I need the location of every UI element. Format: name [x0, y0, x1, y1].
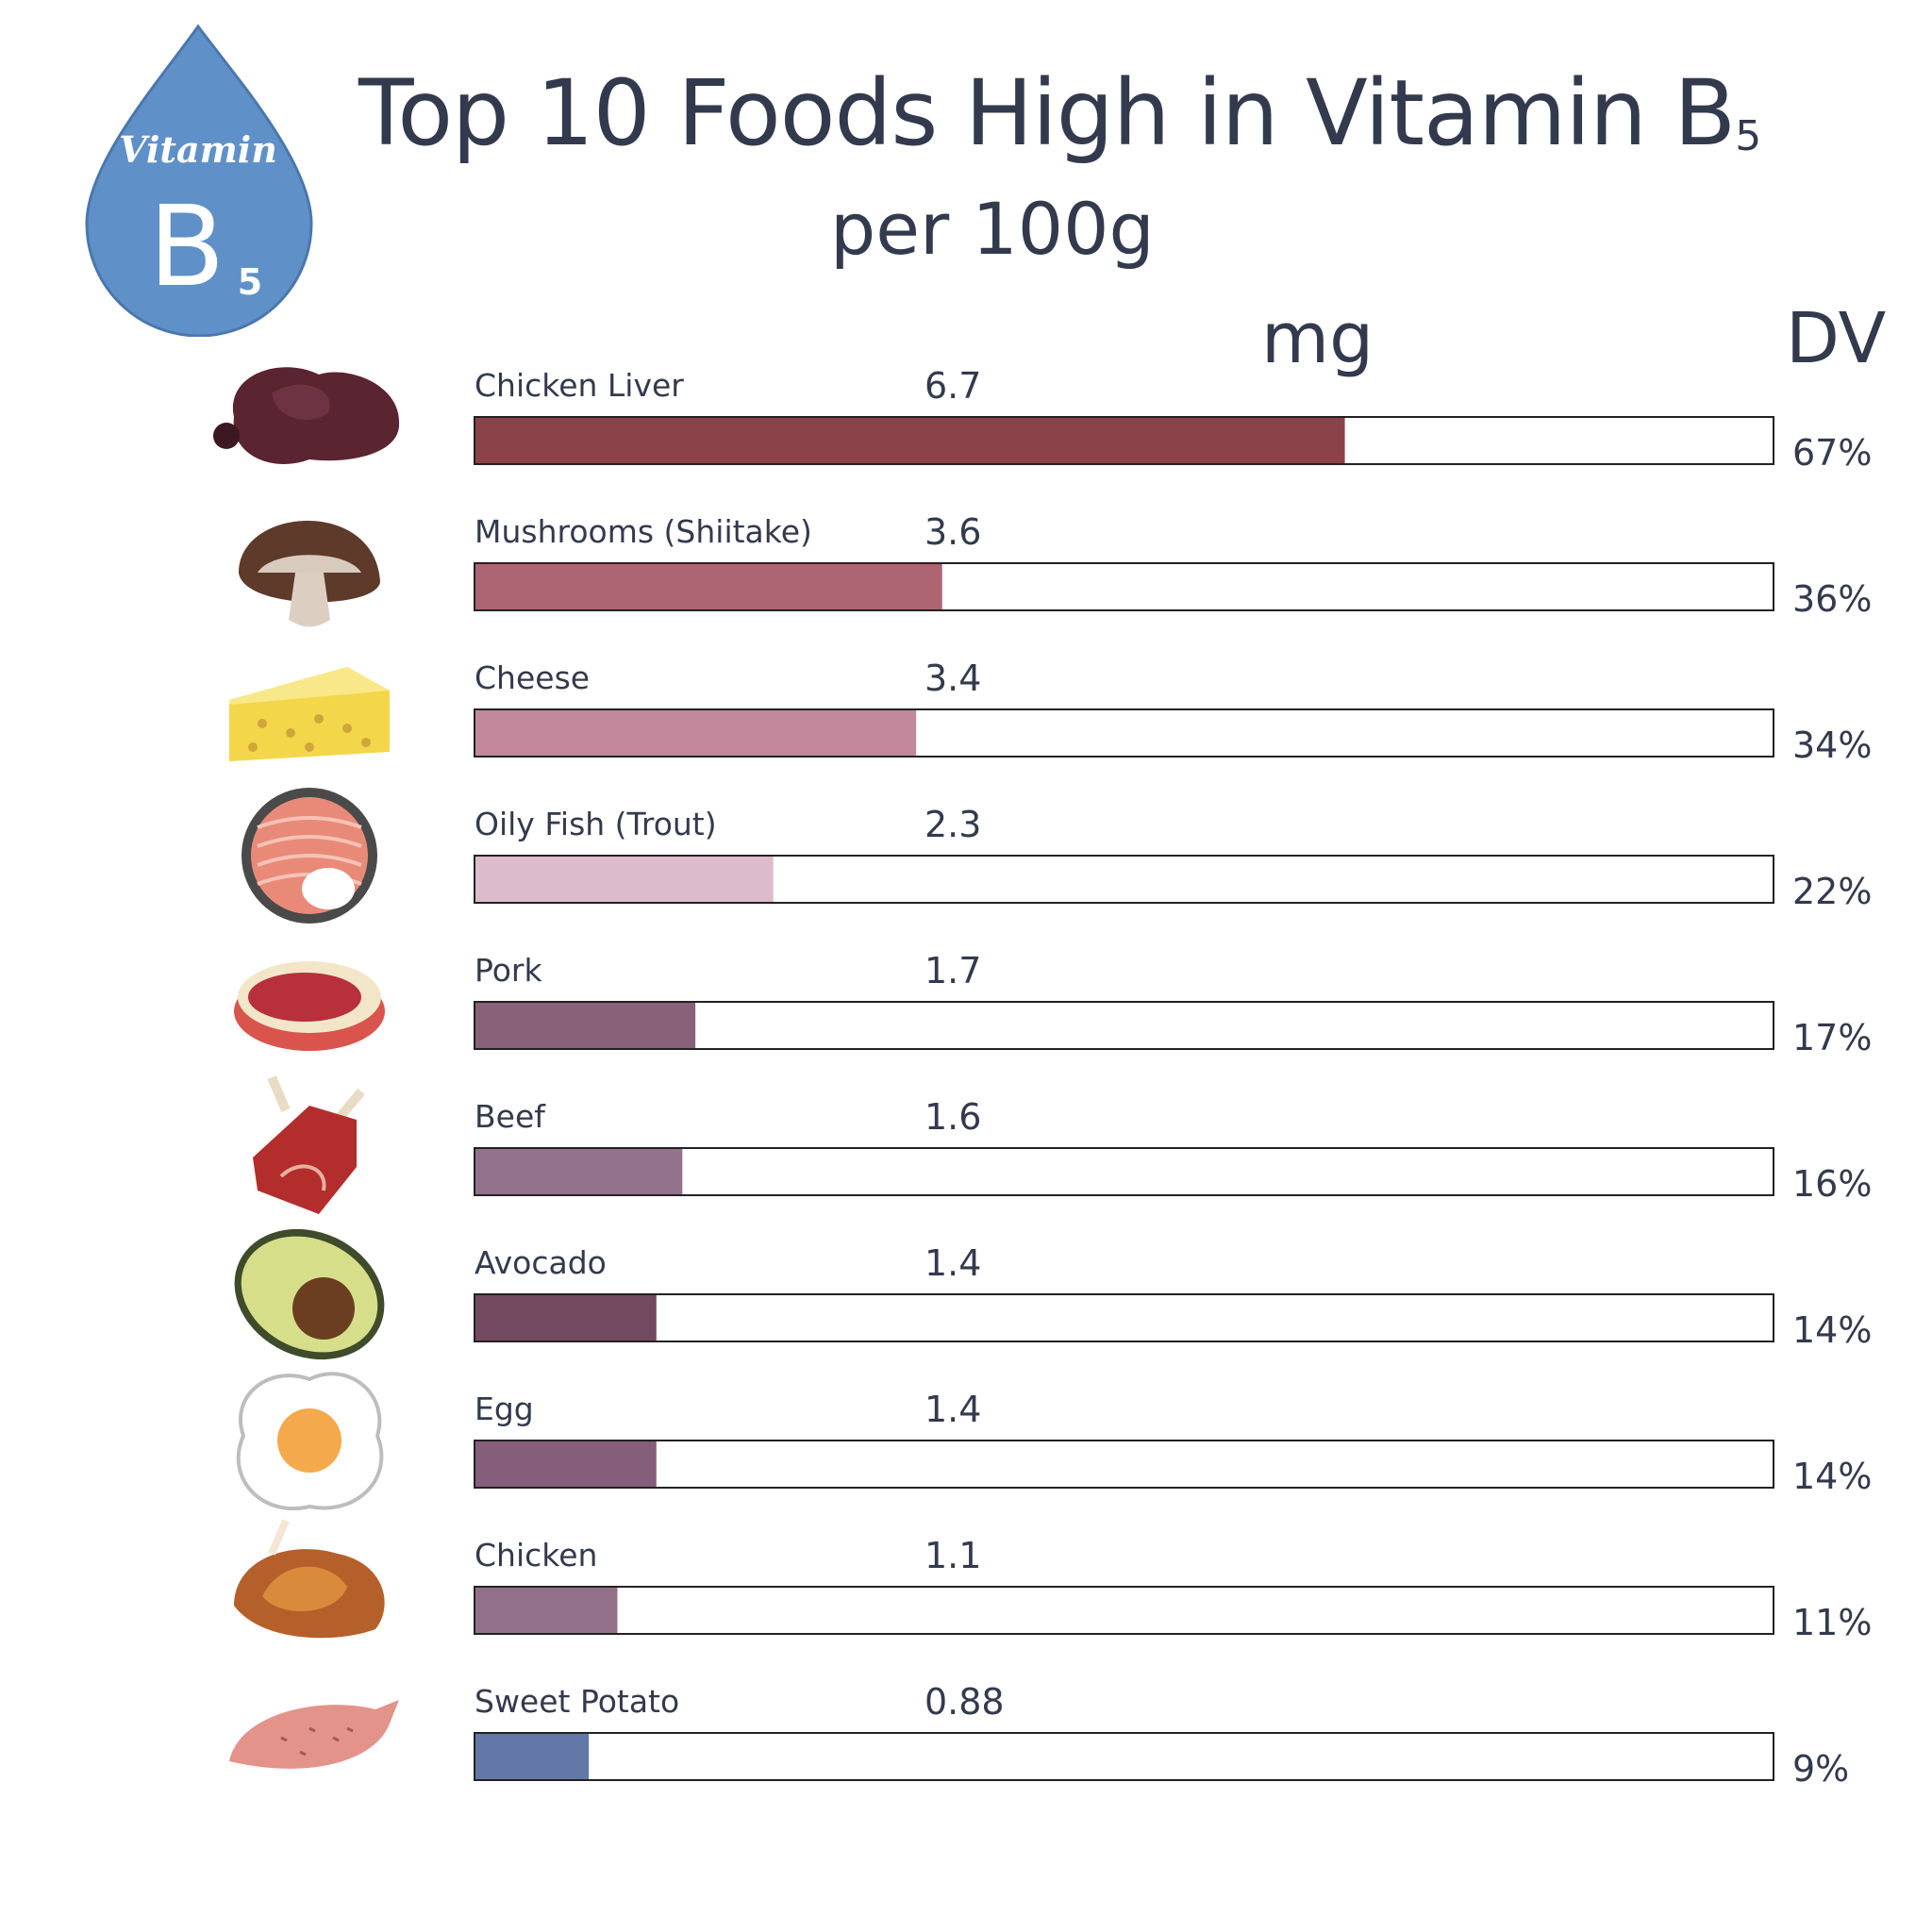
value-label: 0.88: [924, 1681, 1005, 1723]
dv-label: 16%: [1792, 1163, 1872, 1205]
value-label: 1.4: [924, 1389, 981, 1430]
bar-row: Pork 1.7 17%: [234, 950, 1872, 1058]
value-label: 6.7: [924, 365, 981, 407]
value-label: 1.6: [924, 1096, 981, 1138]
bar-row: Mushrooms (Shiitake) 3.6 36%: [239, 511, 1872, 627]
bar-row: Avocado 1.4 14%: [234, 1228, 1872, 1360]
value-label: 1.1: [924, 1535, 981, 1576]
vitamin-b5-drop-badge: Vitamin B 5: [85, 24, 313, 337]
bar-row: Chicken Liver 6.7 67%: [213, 365, 1872, 474]
cheese-icon: [229, 667, 390, 761]
fish-steak-icon: [242, 788, 377, 924]
chart-title: Top 10 Foods High in Vitamin B5: [358, 68, 1761, 160]
dv-label: 34%: [1792, 724, 1872, 766]
pork-chop-icon: [234, 961, 385, 1051]
chart-title-subscript: 5: [1735, 112, 1761, 160]
dv-label: 17%: [1792, 1017, 1872, 1058]
category-label: Beef: [475, 1098, 546, 1135]
bar-track: [474, 1732, 1774, 1781]
bar: [475, 857, 774, 902]
category-label: Egg: [475, 1391, 534, 1427]
value-label: 3.4: [924, 658, 981, 699]
dv-label: 22%: [1792, 871, 1872, 912]
value-label: 1.7: [924, 950, 981, 991]
bar: [475, 564, 942, 609]
bar-track: [474, 1586, 1774, 1635]
roast-chicken-icon: [234, 1519, 385, 1639]
fried-egg-icon: [236, 1372, 384, 1510]
category-label: Cheese: [475, 659, 590, 696]
value-label: 3.6: [924, 511, 981, 553]
value-label: 1.4: [924, 1242, 981, 1284]
bar: [475, 1003, 696, 1048]
badge-word: Vitamin: [119, 128, 277, 171]
chart-subtitle: per 100g: [830, 187, 1155, 271]
category-label: Oily Fish (Trout): [475, 806, 717, 842]
beef-ribs-icon: [253, 1075, 365, 1214]
bar-row: Chicken 1.1 11%: [234, 1519, 1872, 1643]
bar: [475, 1588, 618, 1633]
bar-row: Sweet Potato 0.88 9%: [229, 1681, 1849, 1790]
dv-label: 11%: [1792, 1602, 1872, 1643]
bar-track: [474, 1440, 1774, 1489]
bar: [475, 1734, 590, 1779]
avocado-icon: [234, 1228, 385, 1360]
badge-subscript: 5: [238, 261, 262, 303]
bar-row: Beef 1.6 16%: [253, 1075, 1872, 1214]
dv-label: 9%: [1792, 1748, 1849, 1790]
dv-label: 14%: [1792, 1309, 1872, 1351]
dv-label: 67%: [1792, 432, 1872, 474]
category-label: Avocado: [475, 1244, 607, 1281]
column-header-dv: DV: [1786, 298, 1887, 379]
bar-track: [474, 1147, 1774, 1196]
liver-icon: [213, 367, 400, 464]
category-label: Sweet Potato: [475, 1683, 679, 1720]
category-label: Chicken Liver: [475, 367, 684, 404]
value-label: 2.3: [924, 804, 981, 845]
category-label: Mushrooms (Shiitake): [475, 513, 812, 550]
bar: [475, 418, 1345, 463]
category-label: Pork: [475, 952, 542, 989]
badge-letter: B: [149, 181, 225, 311]
bar-row: Egg 1.4 14%: [236, 1372, 1872, 1510]
mushroom-icon: [239, 521, 380, 627]
bar-row: Oily Fish (Trout) 2.3 22%: [242, 788, 1872, 924]
category-label: Chicken: [475, 1537, 597, 1574]
dv-label: 36%: [1792, 578, 1872, 620]
bar-row: Cheese 3.4 34%: [229, 658, 1872, 766]
sweet-potato-icon: [229, 1700, 399, 1769]
bar: [475, 1149, 683, 1194]
chart-title-text: Top 10 Foods High in Vitamin B: [358, 60, 1736, 166]
dv-label: 14%: [1792, 1456, 1872, 1497]
bar-track: [474, 1293, 1774, 1342]
bar: [475, 710, 917, 756]
column-header-mg: mg: [1261, 298, 1374, 379]
bar: [475, 1295, 657, 1341]
bar: [475, 1441, 657, 1487]
